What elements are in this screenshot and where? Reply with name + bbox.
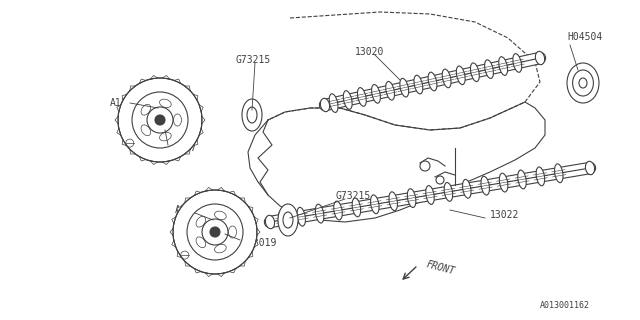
- Polygon shape: [202, 116, 205, 124]
- Ellipse shape: [278, 204, 298, 236]
- Polygon shape: [130, 86, 135, 91]
- Polygon shape: [205, 188, 212, 191]
- Polygon shape: [174, 79, 180, 84]
- Polygon shape: [172, 240, 176, 247]
- Polygon shape: [240, 198, 245, 203]
- Ellipse shape: [513, 54, 522, 72]
- Ellipse shape: [372, 84, 380, 103]
- Ellipse shape: [407, 189, 416, 207]
- Text: 13019: 13019: [248, 238, 277, 248]
- Polygon shape: [195, 191, 201, 196]
- Ellipse shape: [242, 99, 262, 131]
- Circle shape: [210, 227, 220, 237]
- Polygon shape: [185, 261, 190, 266]
- Polygon shape: [170, 228, 173, 236]
- Ellipse shape: [358, 88, 366, 106]
- Ellipse shape: [586, 161, 595, 175]
- Ellipse shape: [297, 207, 305, 226]
- Polygon shape: [218, 273, 225, 276]
- Ellipse shape: [278, 211, 287, 229]
- Ellipse shape: [554, 164, 563, 183]
- Ellipse shape: [386, 82, 394, 100]
- Ellipse shape: [484, 60, 493, 78]
- Text: FRONT: FRONT: [425, 260, 456, 276]
- Circle shape: [118, 78, 202, 162]
- Ellipse shape: [481, 176, 490, 195]
- Text: H04504: H04504: [567, 32, 602, 42]
- Polygon shape: [199, 105, 203, 112]
- Text: 13020: 13020: [355, 47, 385, 57]
- Ellipse shape: [343, 91, 352, 109]
- Circle shape: [173, 190, 257, 274]
- Ellipse shape: [428, 72, 437, 91]
- Ellipse shape: [329, 94, 338, 112]
- Polygon shape: [254, 240, 258, 247]
- Ellipse shape: [266, 215, 275, 229]
- Polygon shape: [254, 217, 258, 224]
- Polygon shape: [195, 268, 201, 273]
- Circle shape: [420, 161, 430, 171]
- Text: A013001162: A013001162: [540, 301, 590, 310]
- Ellipse shape: [536, 51, 545, 65]
- Polygon shape: [199, 128, 203, 135]
- Polygon shape: [117, 128, 121, 135]
- Ellipse shape: [444, 182, 452, 201]
- Text: G73215: G73215: [235, 55, 270, 65]
- Polygon shape: [218, 188, 225, 191]
- Ellipse shape: [518, 170, 526, 189]
- Text: 13022: 13022: [490, 210, 520, 220]
- Ellipse shape: [389, 192, 397, 211]
- Polygon shape: [205, 273, 212, 276]
- Polygon shape: [115, 116, 118, 124]
- Polygon shape: [257, 228, 260, 236]
- Polygon shape: [248, 252, 253, 258]
- Polygon shape: [150, 76, 157, 79]
- Polygon shape: [193, 94, 198, 100]
- Ellipse shape: [371, 195, 379, 214]
- Ellipse shape: [456, 66, 465, 85]
- Polygon shape: [117, 105, 121, 112]
- Ellipse shape: [426, 186, 435, 204]
- Polygon shape: [193, 140, 198, 146]
- Polygon shape: [174, 156, 180, 161]
- Polygon shape: [140, 156, 146, 161]
- Ellipse shape: [321, 98, 330, 112]
- Polygon shape: [122, 94, 127, 100]
- Polygon shape: [163, 76, 170, 79]
- Polygon shape: [177, 206, 182, 212]
- Polygon shape: [185, 149, 190, 154]
- Polygon shape: [185, 198, 190, 203]
- Polygon shape: [240, 261, 245, 266]
- Polygon shape: [248, 206, 253, 212]
- Polygon shape: [229, 268, 236, 273]
- Ellipse shape: [499, 173, 508, 192]
- Polygon shape: [130, 149, 135, 154]
- Ellipse shape: [442, 69, 451, 88]
- Ellipse shape: [567, 63, 599, 103]
- Ellipse shape: [316, 204, 324, 223]
- Polygon shape: [229, 191, 236, 196]
- Polygon shape: [150, 161, 157, 164]
- Ellipse shape: [536, 167, 545, 186]
- Circle shape: [155, 115, 165, 125]
- Polygon shape: [122, 140, 127, 146]
- Polygon shape: [185, 86, 190, 91]
- Polygon shape: [140, 79, 146, 84]
- Polygon shape: [172, 217, 176, 224]
- Ellipse shape: [414, 75, 423, 94]
- Circle shape: [436, 176, 444, 184]
- Text: G73215: G73215: [335, 191, 371, 201]
- Text: 13017: 13017: [168, 143, 197, 153]
- Polygon shape: [177, 252, 182, 258]
- Ellipse shape: [470, 63, 479, 82]
- Ellipse shape: [333, 201, 342, 220]
- Text: A11208: A11208: [110, 98, 145, 108]
- Ellipse shape: [463, 180, 471, 198]
- Ellipse shape: [400, 78, 409, 97]
- Ellipse shape: [352, 198, 361, 217]
- Text: A11208: A11208: [175, 205, 211, 215]
- Ellipse shape: [499, 57, 508, 76]
- Polygon shape: [163, 161, 170, 164]
